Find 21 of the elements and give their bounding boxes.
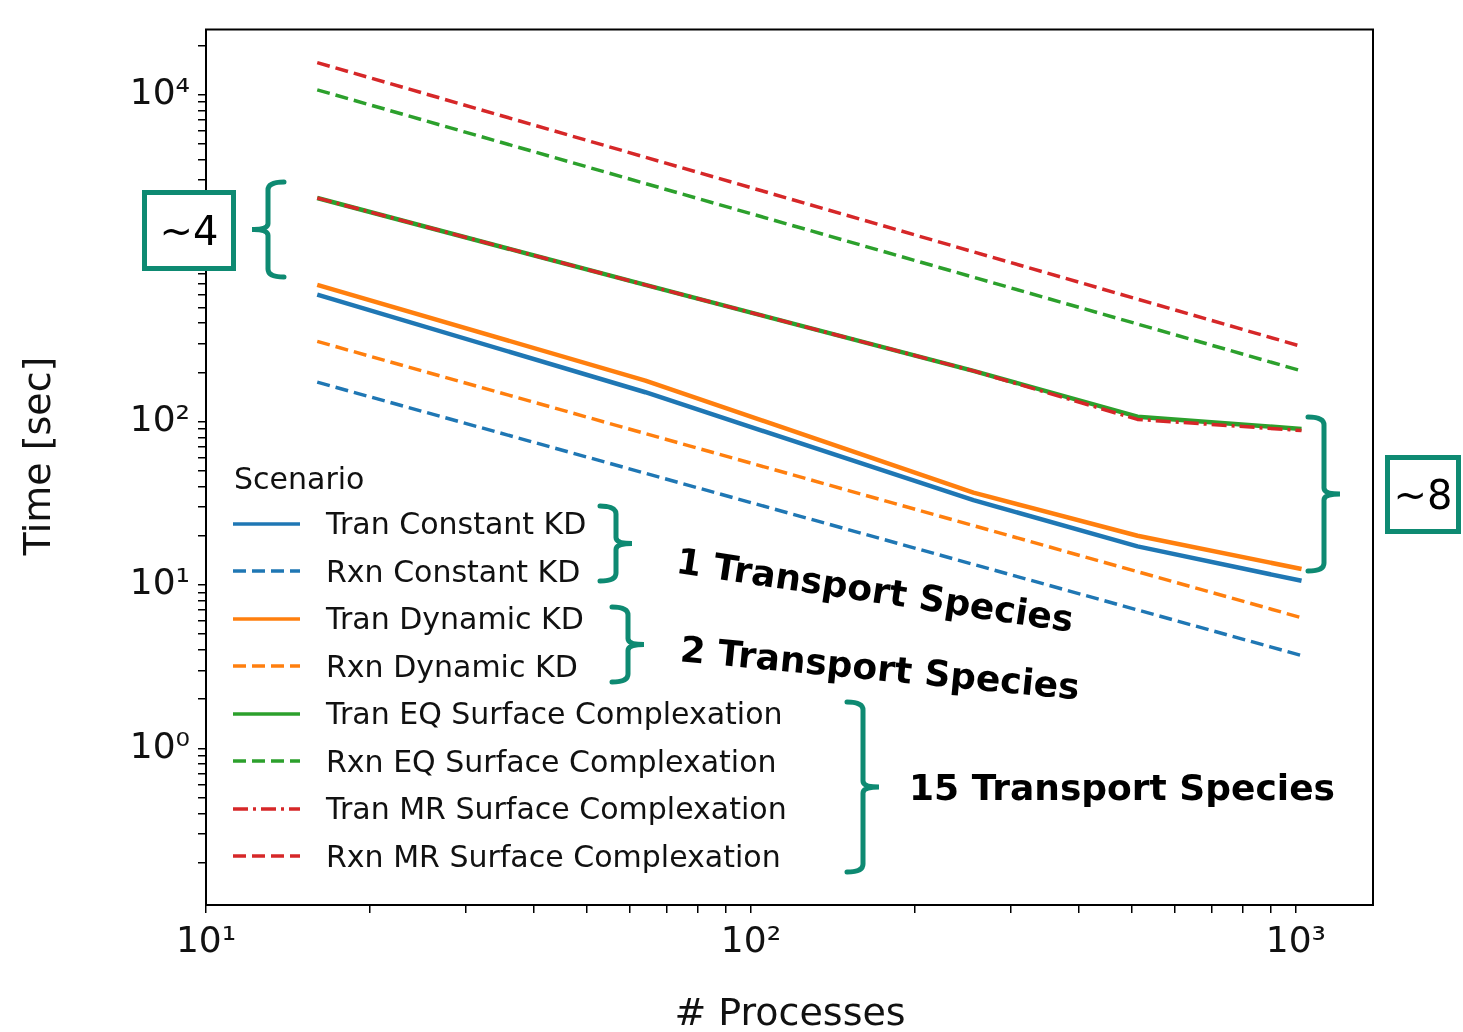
annotation: 15 Transport Species <box>909 766 1335 808</box>
x-tick-label: 10² <box>720 918 782 960</box>
y-axis-title: Time [sec] <box>15 356 59 556</box>
legend-label: Tran Constant KD <box>326 506 587 542</box>
legend-label: Rxn EQ Surface Complexation <box>326 743 777 779</box>
text: ~8 <box>1385 455 1461 534</box>
x-tick-label: 10³ <box>1265 918 1327 960</box>
legend-label: Rxn Dynamic KD <box>326 648 578 684</box>
x-tick-label: 10¹ <box>175 918 237 960</box>
legend-label: Tran EQ Surface Complexation <box>326 696 783 732</box>
legend-label: Tran Dynamic KD <box>326 601 584 637</box>
legend-title: Scenario <box>233 460 366 498</box>
legend-label: Rxn Constant KD <box>326 553 581 589</box>
y-tick-label: 10¹ <box>129 561 190 603</box>
legend-label: Tran MR Surface Complexation <box>326 791 787 827</box>
y-tick-label: 10² <box>129 397 190 439</box>
y-tick-label: 10⁴ <box>129 70 190 112</box>
x-axis-title: # Processes <box>674 990 906 1032</box>
annotation: ~4 <box>142 190 236 271</box>
y-tick-label: 10⁰ <box>129 724 190 766</box>
legend-label: Rxn MR Surface Complexation <box>326 838 781 874</box>
